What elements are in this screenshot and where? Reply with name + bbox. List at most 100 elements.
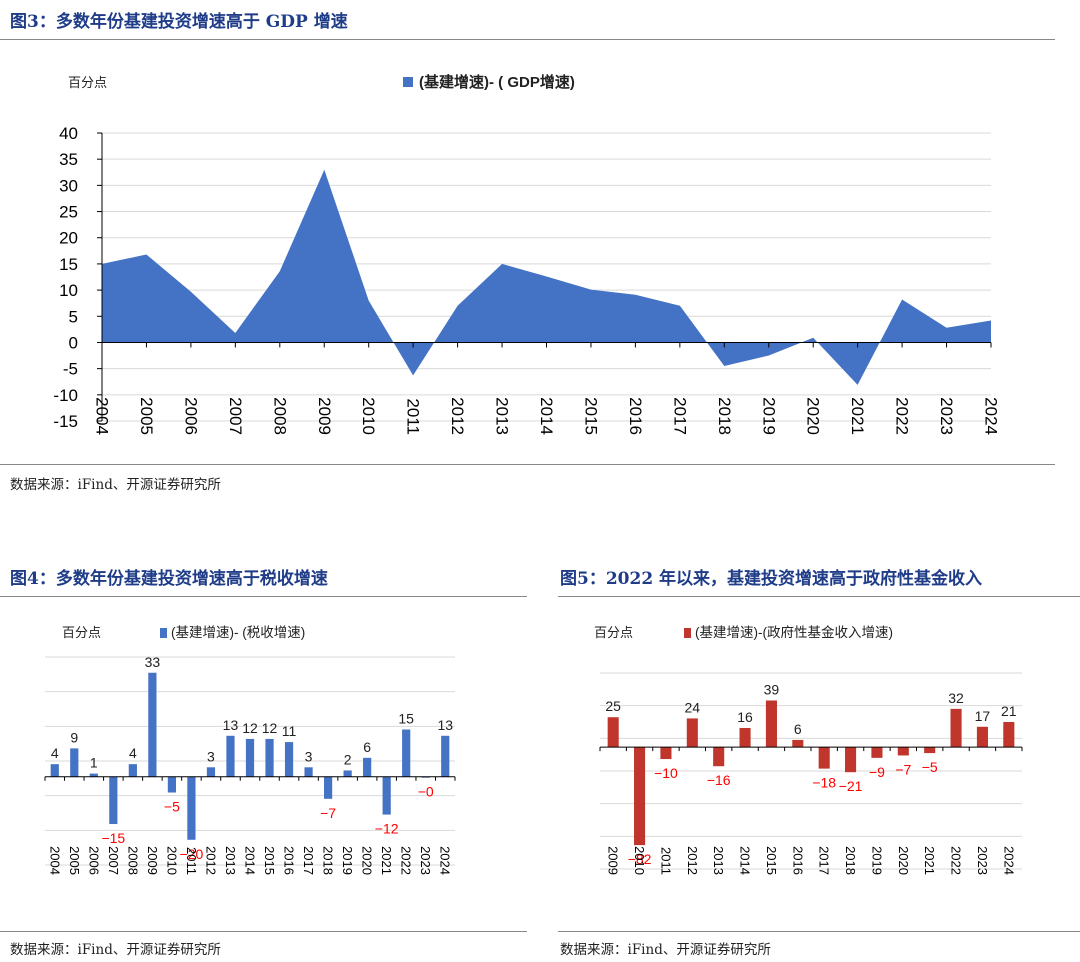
figure-5-data-label: −9 <box>869 764 885 780</box>
figure-3-area-chart: 百分点 (基建增速)- ( GDP增速)4035302520151050-5-10… <box>53 73 1001 435</box>
figure-4-bar <box>226 735 235 777</box>
figure-5-bar <box>950 708 962 748</box>
figure-4-x-tick-label: 2008 <box>125 846 140 875</box>
figure-5-bar <box>660 747 672 760</box>
figure-5-x-tick-label: 2015 <box>764 846 779 875</box>
figure-3-y-tick-label: -5 <box>63 360 78 379</box>
figure-4-bar <box>109 776 118 825</box>
figure-4-bar <box>323 776 333 799</box>
figure-4-x-tick-label: 2015 <box>262 846 277 875</box>
figure-4-x-tick-label: 2024 <box>438 846 453 875</box>
figure-5-x-tick-label: 2023 <box>975 846 990 875</box>
figure-4-x-tick-label: 2018 <box>321 846 336 875</box>
figure-4-bar <box>304 767 313 777</box>
figure-3-source: 数据来源：iFind、开源证券研究所 <box>10 477 221 493</box>
figure-4-x-tick-label: 2004 <box>47 846 62 875</box>
figure-4-x-tick-label: 2007 <box>106 846 121 875</box>
figure-5-x-tick-label: 2010 <box>632 846 647 875</box>
figure-4-data-label: −15 <box>101 830 125 846</box>
figure-4-data-label: −12 <box>375 821 399 837</box>
figure-3-y-tick-label: 0 <box>69 333 78 352</box>
figure-3-x-tick-label: 2013 <box>493 397 512 435</box>
figure-5-x-tick-label: 2012 <box>685 846 700 875</box>
figure-5-bar <box>765 700 777 748</box>
figure-5-x-tick-label: 2020 <box>896 846 911 875</box>
figure-5-data-label: 39 <box>764 681 780 697</box>
figure-4-unit-label: 百分点 <box>62 625 101 640</box>
figure-4-x-tick-label: 2009 <box>145 846 160 875</box>
figure-4-bar <box>343 770 352 777</box>
figure-5-bar-chart: 百分点 (基建增速)-(政府性基金收入增速) 25 −82 −10 24 −16 16 39 6 −… <box>594 624 1023 875</box>
figure-3-x-tick-label: 2020 <box>804 397 823 435</box>
figure-4-bottom-rule <box>0 931 527 932</box>
figure-4-bar <box>50 764 59 777</box>
figure-4-data-label: 4 <box>129 745 137 761</box>
figure-3-y-tick-label: 35 <box>59 150 78 169</box>
figure-5-data-label: −16 <box>707 772 731 788</box>
figure-5-bar <box>739 727 751 748</box>
figure-5-x-tick-label: 2017 <box>817 846 832 875</box>
figure-4-x-tick-label: 2021 <box>379 846 394 875</box>
figure-4-x-tick-label: 2020 <box>360 846 375 875</box>
figure-3-x-tick-label: 2015 <box>581 397 600 435</box>
figure-3-x-tick-label: 2008 <box>270 397 289 435</box>
figure-4-x-tick-label: 2022 <box>399 846 414 875</box>
figure-5-data-label: −82 <box>628 851 652 867</box>
figure-3-x-tick-label: 2009 <box>315 397 334 435</box>
figure-3-title: 图3：多数年份基建投资增速高于 GDP 增速 <box>10 12 348 32</box>
figure-3-y-tick-label: 15 <box>59 255 78 274</box>
figure-5-bar <box>845 747 857 773</box>
figure-4-data-label: −7 <box>320 805 336 821</box>
figure-3-y-tick-label: 30 <box>59 176 78 195</box>
figure-5-data-label: 21 <box>1001 703 1017 719</box>
figure-5-legend-swatch <box>684 628 691 638</box>
figure-5-bar <box>976 726 988 748</box>
figure-4-bar <box>89 773 98 777</box>
figure-5-bar <box>634 747 646 846</box>
figure-4-data-label: 3 <box>207 748 215 764</box>
figure-3-x-tick-label: 2024 <box>982 397 1001 435</box>
figure-4-source: 数据来源：iFind、开源证券研究所 <box>10 942 221 958</box>
figure-5-bottom-rule <box>558 931 1080 932</box>
figure-4-bar <box>441 735 450 777</box>
figure-3-x-tick-label: 2022 <box>893 397 912 435</box>
figure-5-legend-label: (基建增速)-(政府性基金收入增速) <box>695 624 893 640</box>
figure-4-bar <box>265 738 274 777</box>
figure-5-bar <box>792 739 804 748</box>
figure-3-y-tick-label: -15 <box>53 412 78 431</box>
figure-5-unit-label: 百分点 <box>594 625 633 640</box>
figure-4-x-tick-label: 2019 <box>340 846 355 875</box>
figure-4-bar <box>167 776 177 793</box>
figure-4-bar <box>128 764 137 777</box>
figure-4-data-label: 13 <box>437 717 453 733</box>
figure-5-data-label: 17 <box>975 708 991 724</box>
figure-4-data-label: 2 <box>344 751 352 767</box>
figure-4-legend-swatch <box>160 628 167 638</box>
figure-4-bar <box>245 738 255 777</box>
figure-5-top-rule <box>558 596 1080 597</box>
figure-3-y-tick-label: 20 <box>59 229 78 248</box>
figure-3-unit-label: 百分点 <box>68 75 107 90</box>
figure-5-bar <box>871 747 883 758</box>
figure-4-data-label: 4 <box>51 745 59 761</box>
figure-5-bar <box>607 717 619 748</box>
figure-5-x-tick-label: 2018 <box>843 846 858 875</box>
figure-4-data-label: 1 <box>90 755 98 771</box>
figure-5-bar <box>924 747 936 754</box>
figure-4-x-tick-label: 2012 <box>203 846 218 875</box>
figure-4-x-tick-label: 2023 <box>418 846 433 875</box>
figure-4-bar <box>402 729 411 777</box>
figure-4-title: 图4：多数年份基建投资增速高于税收增速 <box>10 569 328 589</box>
figure-3-legend-label: (基建增速)- ( GDP增速) <box>419 73 575 91</box>
figure-3-x-tick-label: 2010 <box>359 397 378 435</box>
figure-5-x-tick-label: 2022 <box>949 846 964 875</box>
figure-5-bar <box>897 747 909 756</box>
figure-5-bar <box>1003 722 1015 748</box>
figure-5-x-tick-label: 2014 <box>738 846 753 875</box>
figure-5-x-tick-label: 2009 <box>606 846 621 875</box>
figure-3-x-tick-label: 2018 <box>715 397 734 435</box>
figure-4-bar <box>187 776 196 840</box>
figure-3-y-tick-label: 25 <box>59 203 78 222</box>
figure-4-x-tick-label: 2011 <box>184 847 199 875</box>
